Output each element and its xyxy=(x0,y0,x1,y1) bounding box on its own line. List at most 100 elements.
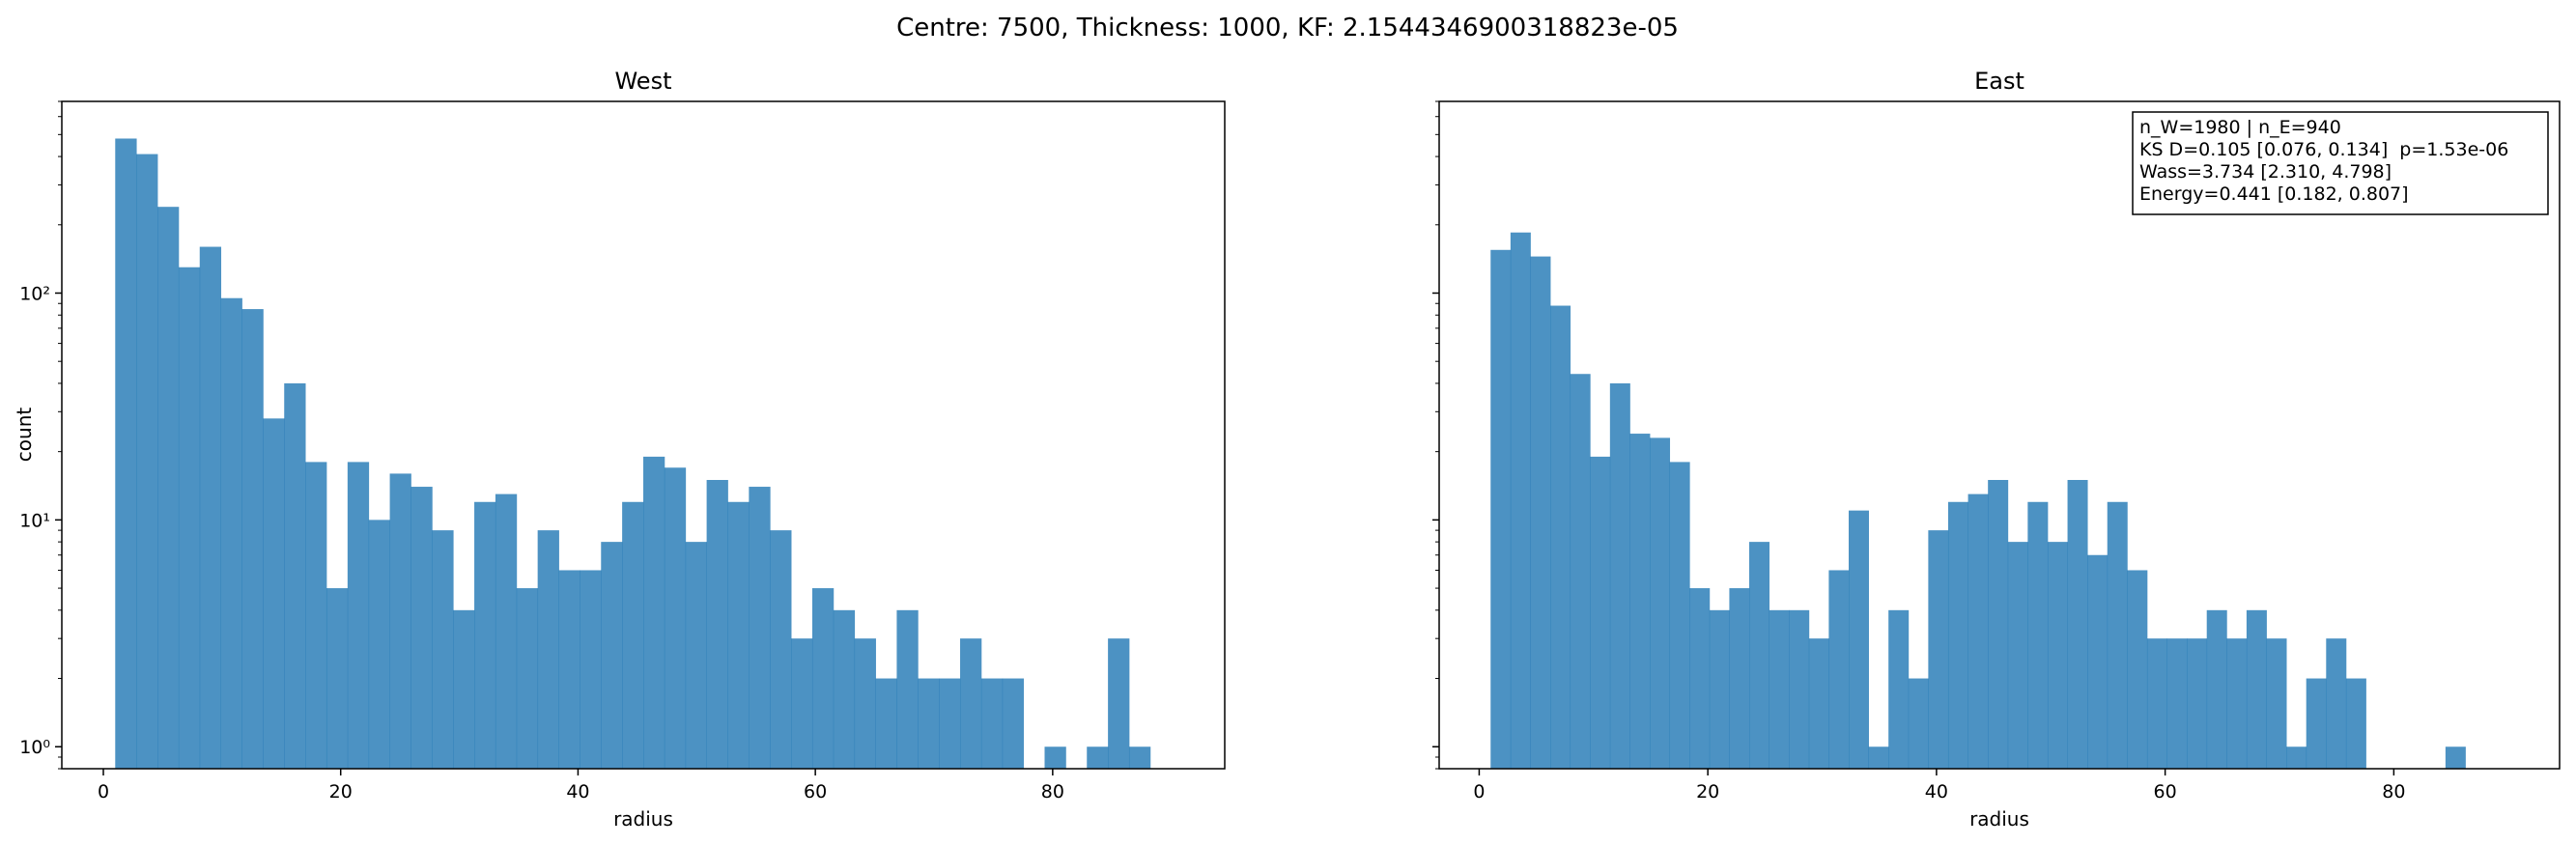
east-bar xyxy=(1789,609,1810,769)
east-bar xyxy=(2166,638,2188,769)
west-y-tick-label: 10² xyxy=(19,283,50,304)
east-bar xyxy=(2127,570,2148,769)
west-bar xyxy=(1002,678,1025,769)
stats-line-counts: n_W=1980 | n_E=940 xyxy=(2139,117,2341,138)
figure-title: Centre: 7500, Thickness: 1000, KF: 2.154… xyxy=(896,14,1679,42)
east-bar xyxy=(1848,510,1869,769)
west-bar xyxy=(939,678,961,769)
west-bar xyxy=(178,267,201,769)
west-bar xyxy=(811,588,835,769)
west-bar xyxy=(326,588,349,769)
west-title: West xyxy=(614,68,671,95)
west-y-tick-label: 10¹ xyxy=(19,510,50,531)
west-y-ticks: 10⁰ 10¹ 10² xyxy=(19,100,62,770)
west-bar xyxy=(875,678,897,769)
west-x-tick-label: 20 xyxy=(329,781,353,803)
west-bar xyxy=(833,609,856,769)
west-bar xyxy=(749,487,771,769)
west-y-tick-label: 10⁰ xyxy=(19,737,50,758)
east-bar xyxy=(1709,609,1730,769)
east-bar xyxy=(1609,382,1630,769)
stats-line-energy: Energy=0.441 [0.182, 0.807] xyxy=(2139,183,2409,205)
east-bar xyxy=(1928,530,1949,769)
west-bar xyxy=(622,501,644,769)
west-bar xyxy=(664,467,687,769)
east-bar xyxy=(2027,501,2049,769)
west-bar xyxy=(854,638,876,769)
east-axes-frame xyxy=(1438,100,2561,770)
west-bar xyxy=(537,530,559,769)
east-bar xyxy=(2087,554,2109,769)
west-bar xyxy=(263,418,285,769)
east-bar xyxy=(1590,456,1611,769)
east-bar xyxy=(2306,678,2327,769)
stats-line-ks: KS D=0.105 [0.076, 0.134] p=1.53e-06 xyxy=(2139,139,2508,160)
west-bar xyxy=(896,609,919,769)
east-bar xyxy=(2187,638,2208,769)
east-bar xyxy=(1689,588,1711,769)
stats-line-wass: Wass=3.734 [2.310, 4.798] xyxy=(2139,161,2392,183)
west-bar xyxy=(368,520,390,769)
west-bar xyxy=(791,638,813,769)
west-bar xyxy=(643,456,665,769)
east-bar xyxy=(1947,501,1968,769)
west-bar xyxy=(389,473,411,769)
west-x-tick-label: 80 xyxy=(1041,781,1064,803)
east-bar xyxy=(2107,501,2128,769)
east-bar xyxy=(1530,256,1551,770)
east-bar xyxy=(2206,609,2227,769)
east-bar xyxy=(1510,232,1531,769)
west-x-tick-label: 60 xyxy=(804,781,827,803)
west-axes-frame xyxy=(61,100,1226,770)
west-bar xyxy=(347,462,370,769)
east-bar xyxy=(1570,374,1591,769)
west-bar xyxy=(1087,746,1109,769)
west-panel: West 0 20 40 60 80 10⁰ 10¹ 10² radius count xyxy=(13,68,1226,831)
west-bars xyxy=(115,138,1151,770)
west-bar xyxy=(706,480,728,769)
west-bar xyxy=(685,542,708,769)
east-bar xyxy=(1749,542,1770,769)
east-x-tick-label: 20 xyxy=(1696,781,1719,803)
west-bar xyxy=(157,207,180,769)
west-bar xyxy=(580,570,602,769)
east-bar xyxy=(1769,609,1790,769)
east-bar xyxy=(2286,746,2307,769)
west-y-label: count xyxy=(13,408,36,463)
west-bar xyxy=(918,678,940,769)
east-bar xyxy=(2067,480,2088,769)
east-bar xyxy=(1808,638,1829,769)
east-bar xyxy=(1629,434,1651,769)
west-bar xyxy=(727,501,750,769)
east-bar xyxy=(1868,746,1889,769)
east-bar xyxy=(1669,462,1690,769)
east-bars xyxy=(1490,232,2466,770)
west-x-ticks: 0 20 40 60 80 xyxy=(98,769,1064,803)
east-bar xyxy=(1729,588,1750,769)
west-bar xyxy=(284,382,306,769)
east-bar xyxy=(1908,678,1929,769)
east-x-ticks: 0 20 40 60 80 xyxy=(1473,769,2405,803)
west-bar xyxy=(453,609,475,769)
east-bar xyxy=(1828,570,1850,769)
west-bar xyxy=(516,588,539,769)
west-x-tick-label: 40 xyxy=(566,781,589,803)
east-bar xyxy=(2266,638,2287,769)
east-panel: East 0 20 40 60 80 radius n_W=1980 | n_E=940… xyxy=(1432,68,2561,831)
west-bar xyxy=(199,246,222,769)
east-bar xyxy=(2226,638,2248,769)
east-bar xyxy=(1888,609,1910,769)
west-bar xyxy=(770,530,792,769)
west-bar xyxy=(305,462,327,769)
east-bar xyxy=(1490,249,1512,769)
east-x-tick-label: 60 xyxy=(2154,781,2177,803)
east-bar xyxy=(2445,746,2466,769)
west-bar xyxy=(980,678,1004,769)
east-bar xyxy=(1550,305,1571,769)
east-bar xyxy=(1967,493,1989,769)
east-bar xyxy=(1988,480,2009,769)
west-bar xyxy=(495,493,518,769)
east-title: East xyxy=(1974,68,2024,95)
west-bar xyxy=(432,530,454,769)
